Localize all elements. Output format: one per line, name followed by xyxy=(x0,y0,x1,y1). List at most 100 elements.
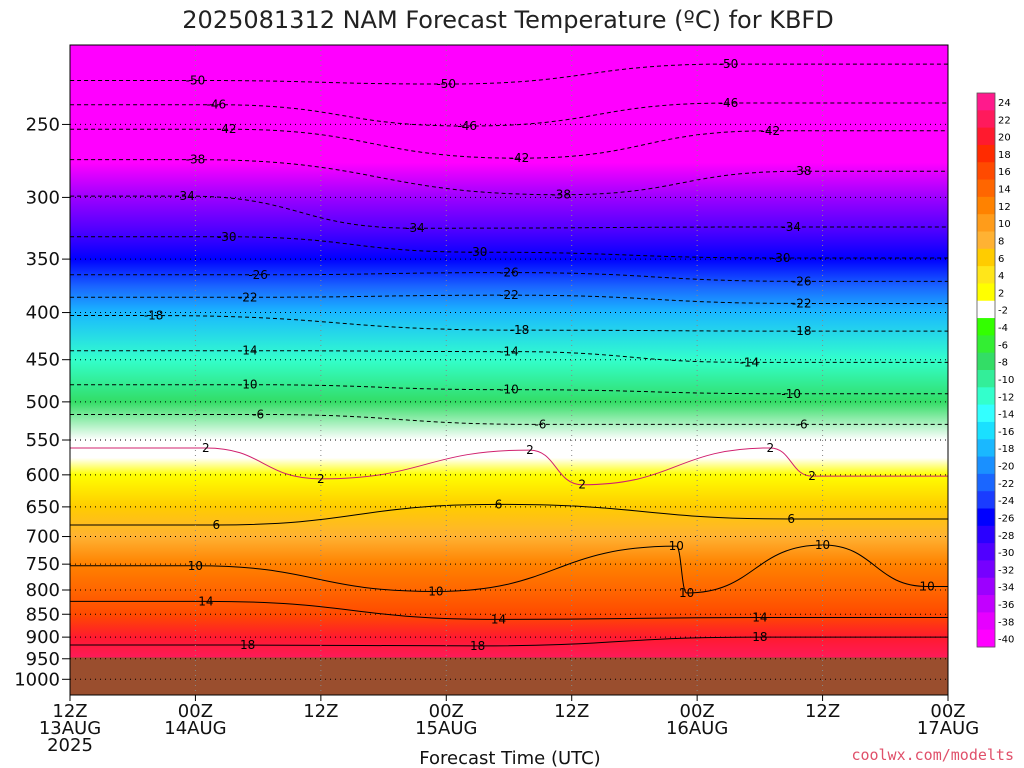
colorbar-swatch xyxy=(977,595,995,613)
x-tick-label: 12Z xyxy=(52,701,87,722)
contour-label: 6 xyxy=(787,512,795,526)
contour-line xyxy=(70,272,948,282)
colorbar-label: -4 xyxy=(998,323,1008,334)
colorbar-label: -32 xyxy=(998,565,1014,576)
colorbar-swatch xyxy=(977,318,995,336)
colorbar-swatch xyxy=(977,283,995,302)
colorbar-label: -38 xyxy=(998,617,1014,628)
colorbar-label: -22 xyxy=(998,479,1014,490)
colorbar-swatch xyxy=(977,144,995,163)
contour-label: -42 xyxy=(761,124,781,138)
contour-label: -46 xyxy=(457,119,477,133)
y-tick-label: 650 xyxy=(26,497,60,518)
contour-label: -6 xyxy=(534,417,546,431)
colorbar-swatch xyxy=(977,352,995,371)
y-tick-label: 600 xyxy=(26,465,60,486)
y-tick-label: 300 xyxy=(26,187,60,208)
colorbar-label: -40 xyxy=(998,635,1014,646)
colorbar-swatch xyxy=(977,127,995,146)
contour-label: -50 xyxy=(719,57,739,71)
colorbar-swatch xyxy=(977,629,995,648)
contour-label: -46 xyxy=(719,96,739,110)
contour-label: -6 xyxy=(796,417,808,431)
y-tick-label: 750 xyxy=(26,554,60,575)
colorbar-label: -28 xyxy=(998,531,1014,542)
colorbar-label: -6 xyxy=(998,340,1008,351)
colorbar-swatch xyxy=(977,300,995,319)
y-tick-label: 250 xyxy=(26,114,60,135)
contour-line xyxy=(70,600,948,620)
contour-label: -14 xyxy=(499,345,519,359)
y-tick-label: 550 xyxy=(26,430,60,451)
colorbar-label: 8 xyxy=(998,236,1004,247)
colorbar-swatch xyxy=(977,612,995,631)
contour-line xyxy=(70,236,948,259)
contour-label: 18 xyxy=(752,630,767,644)
contour-line xyxy=(70,159,948,196)
contour-line xyxy=(70,102,948,127)
x-tick-label: 2025 xyxy=(47,735,93,756)
colorbar-swatch xyxy=(977,404,995,423)
y-tick-label: 500 xyxy=(26,392,60,413)
chart-title: 2025081312 NAM Forecast Temperature (ºC)… xyxy=(182,6,833,34)
x-tick-label: 12Z xyxy=(805,701,840,722)
colorbar-swatch xyxy=(977,473,995,492)
contour-label: 6 xyxy=(213,518,221,532)
contour-line xyxy=(70,294,948,304)
contour-line xyxy=(70,503,948,526)
contour-label: -30 xyxy=(771,251,791,265)
colorbar-label: -10 xyxy=(998,375,1014,386)
y-tick-label: 950 xyxy=(26,649,60,670)
contour-line xyxy=(70,195,948,229)
contour-label: -34 xyxy=(405,221,425,235)
y-tick-label: 700 xyxy=(26,527,60,548)
contour-label: 10 xyxy=(428,584,443,598)
contour-label: 2 xyxy=(202,441,210,455)
contour-line xyxy=(70,350,948,363)
colorbar: 24 22 20 18 16 14 12 10 8 6 4 2 -2 -4 -6 -8 -10 -12 -14 -16… xyxy=(976,92,1014,648)
colorbar-label: 6 xyxy=(998,254,1004,265)
colorbar-swatch xyxy=(977,266,995,284)
credit-text: coolwx.com/modelts xyxy=(851,746,1014,764)
colorbar-swatch xyxy=(977,456,995,475)
contour-label: -14 xyxy=(238,344,258,358)
colorbar-label: -16 xyxy=(998,427,1014,438)
colorbar-label: -24 xyxy=(998,496,1014,507)
colorbar-label: 20 xyxy=(998,133,1011,144)
contour-label: 14 xyxy=(491,612,506,626)
contour-label: -22 xyxy=(499,288,519,302)
contour-label: 10 xyxy=(188,559,203,573)
contour-label: -38 xyxy=(186,153,206,167)
contour-label: -10 xyxy=(781,387,801,401)
contour-label: 2 xyxy=(526,443,534,457)
colorbar-label: -34 xyxy=(998,583,1014,594)
colorbar-label: 14 xyxy=(998,185,1011,196)
contour-label: 10 xyxy=(919,579,934,593)
contour-label: 14 xyxy=(198,594,213,608)
x-tick-label: 13AUG xyxy=(39,718,101,739)
contour-label: -26 xyxy=(248,268,268,282)
contour-line xyxy=(70,315,948,332)
x-tick-label: 14AUG xyxy=(164,718,226,739)
contour-label: -42 xyxy=(217,122,237,136)
colorbar-swatch xyxy=(977,196,995,215)
contour-line xyxy=(70,447,948,486)
plot-area: -50 -50-50-46-46-46-42-42-42-38-38-38-34-… xyxy=(70,45,948,695)
colorbar-swatch xyxy=(977,439,995,458)
colorbar-swatch xyxy=(977,387,995,406)
colorbar-label: 4 xyxy=(998,271,1004,282)
y-tick-label: 800 xyxy=(26,580,60,601)
x-tick-label: 12Z xyxy=(554,701,589,722)
contour-label: -50 xyxy=(436,77,456,91)
colorbar-frame xyxy=(976,92,996,648)
colorbar-label: 16 xyxy=(998,167,1011,178)
colorbar-label: -8 xyxy=(998,358,1008,369)
x-tick-label: 00Z xyxy=(178,701,213,722)
y-tick-label: 450 xyxy=(26,350,60,371)
contour-label: -18 xyxy=(792,324,812,338)
contour-label: -22 xyxy=(792,296,812,310)
colorbar-label: -36 xyxy=(998,600,1014,611)
colorbar-swatch xyxy=(977,179,995,198)
contour-line xyxy=(70,636,948,647)
contour-label: -50 xyxy=(186,73,206,87)
